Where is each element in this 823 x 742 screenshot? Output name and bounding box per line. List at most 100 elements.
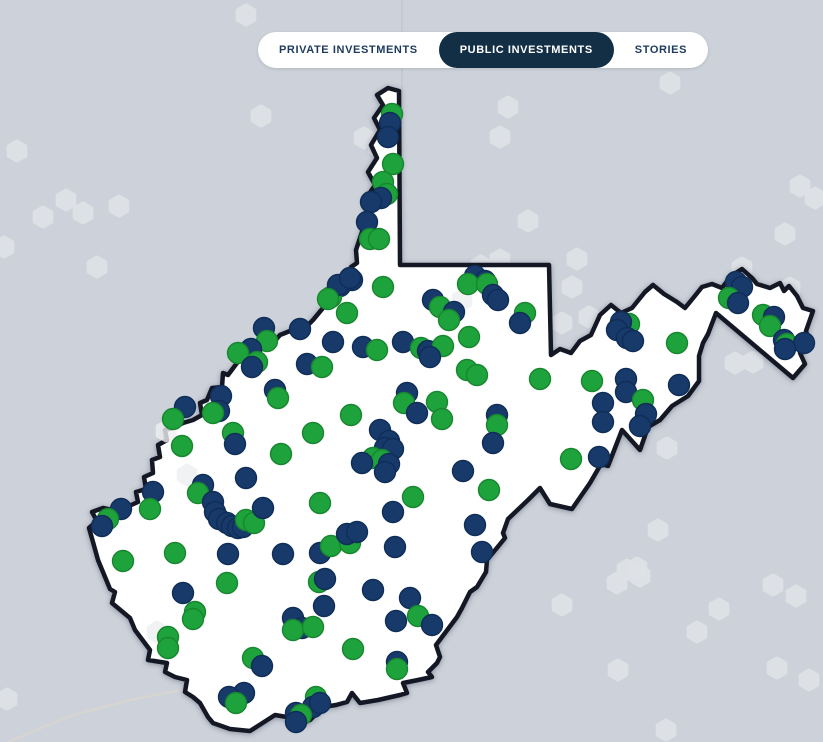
public-investment-dot-navy[interactable]	[381, 500, 405, 524]
public-investment-dot-navy[interactable]	[321, 330, 345, 354]
public-investment-dot-navy[interactable]	[223, 432, 247, 456]
public-investment-dot-navy[interactable]	[359, 190, 383, 214]
background-hexagon	[607, 658, 629, 682]
public-investment-dot-green[interactable]	[371, 275, 395, 299]
public-investment-dot-navy[interactable]	[628, 414, 652, 438]
public-investment-dot-navy[interactable]	[621, 329, 645, 353]
public-investment-dot-navy[interactable]	[308, 691, 332, 715]
background-hexagon	[578, 305, 600, 329]
public-investment-dot-navy[interactable]	[418, 345, 442, 369]
public-investment-dot-navy[interactable]	[508, 311, 532, 335]
public-investment-dot-navy[interactable]	[591, 410, 615, 434]
public-investment-dot-navy[interactable]	[234, 466, 258, 490]
public-investment-dot-green[interactable]	[301, 421, 325, 445]
public-investment-dot-green[interactable]	[161, 407, 185, 431]
public-investment-dot-green[interactable]	[401, 485, 425, 509]
background-hexagon	[742, 350, 764, 374]
background-hexagon	[647, 518, 669, 542]
tab-private-investments[interactable]: PRIVATE INVESTMENTS	[258, 32, 439, 68]
public-investment-dot-green[interactable]	[266, 386, 290, 410]
public-investment-dot-navy[interactable]	[216, 542, 240, 566]
public-investment-dot-green[interactable]	[215, 571, 239, 595]
background-hexagon	[561, 275, 583, 299]
background-hexagon	[32, 205, 54, 229]
public-investment-dot-navy[interactable]	[338, 266, 362, 290]
public-investment-dot-navy[interactable]	[373, 460, 397, 484]
public-investment-dot-navy[interactable]	[481, 431, 505, 455]
public-investment-dot-green[interactable]	[758, 314, 782, 338]
public-investment-dot-green[interactable]	[226, 341, 250, 365]
background-hexagon	[774, 222, 796, 246]
public-investment-dot-navy[interactable]	[384, 609, 408, 633]
public-investment-dot-navy[interactable]	[350, 451, 374, 475]
public-investment-dot-green[interactable]	[111, 549, 135, 573]
public-investment-dot-navy[interactable]	[463, 513, 487, 537]
public-investment-dot-navy[interactable]	[486, 288, 510, 312]
public-investment-dot-green[interactable]	[477, 478, 501, 502]
public-investment-dot-navy[interactable]	[792, 331, 816, 355]
public-investment-dot-green[interactable]	[465, 363, 489, 387]
public-investment-dot-green[interactable]	[316, 287, 340, 311]
public-investment-dot-navy[interactable]	[667, 373, 691, 397]
public-investment-dot-navy[interactable]	[451, 459, 475, 483]
public-investment-dot-navy[interactable]	[726, 291, 750, 315]
public-investment-dot-green[interactable]	[580, 369, 604, 393]
public-investment-dot-navy[interactable]	[420, 613, 444, 637]
public-investment-dot-green[interactable]	[224, 691, 248, 715]
public-investment-dot-navy[interactable]	[240, 355, 264, 379]
background-hexagon	[497, 95, 519, 119]
background-hexagon	[724, 351, 746, 375]
public-investment-dot-green[interactable]	[430, 407, 454, 431]
public-investment-dot-navy[interactable]	[383, 535, 407, 559]
background-hexagon	[55, 188, 77, 212]
public-investment-dot-green[interactable]	[310, 355, 334, 379]
public-investment-dot-green[interactable]	[456, 272, 480, 296]
public-investment-dot-navy[interactable]	[271, 542, 295, 566]
public-investment-dot-navy[interactable]	[345, 520, 369, 544]
public-investment-dot-green[interactable]	[365, 338, 389, 362]
public-investment-dot-green[interactable]	[528, 367, 552, 391]
public-investment-dot-navy[interactable]	[312, 594, 336, 618]
public-investment-dot-green[interactable]	[339, 403, 363, 427]
public-investment-dot-green[interactable]	[559, 447, 583, 471]
public-investment-dot-navy[interactable]	[361, 578, 385, 602]
public-investment-dot-green[interactable]	[367, 227, 391, 251]
background-hexagon	[235, 3, 257, 27]
public-investment-dot-navy[interactable]	[288, 317, 312, 341]
basemap-line	[7, 688, 189, 742]
public-investment-dot-green[interactable]	[335, 301, 359, 325]
public-investment-dot-navy[interactable]	[251, 496, 275, 520]
tab-public-investments[interactable]: PUBLIC INVESTMENTS	[438, 32, 614, 68]
public-investment-dot-green[interactable]	[163, 541, 187, 565]
public-investment-dot-navy[interactable]	[405, 401, 429, 425]
public-investment-dot-navy[interactable]	[313, 567, 337, 591]
public-investment-dot-navy[interactable]	[284, 710, 308, 734]
public-investment-dot-navy[interactable]	[773, 337, 797, 361]
public-investment-dot-green[interactable]	[437, 308, 461, 332]
public-investment-dot-green[interactable]	[341, 637, 365, 661]
public-investment-dot-navy[interactable]	[250, 654, 274, 678]
tab-stories[interactable]: STORIES	[614, 32, 708, 68]
public-investment-dot-navy[interactable]	[587, 445, 611, 469]
public-investment-dot-green[interactable]	[281, 618, 305, 642]
public-investment-dot-green[interactable]	[201, 401, 225, 425]
public-investment-dot-green[interactable]	[181, 607, 205, 631]
public-investment-dot-green[interactable]	[138, 497, 162, 521]
public-investment-dot-green[interactable]	[381, 152, 405, 176]
public-investment-dot-green[interactable]	[457, 325, 481, 349]
public-investment-dot-navy[interactable]	[90, 514, 114, 538]
public-investment-dot-navy[interactable]	[470, 540, 494, 564]
public-investment-dot-navy[interactable]	[171, 581, 195, 605]
public-investment-dot-green[interactable]	[665, 331, 689, 355]
public-investment-dot-green[interactable]	[156, 636, 180, 660]
public-investment-dot-navy[interactable]	[591, 391, 615, 415]
public-investment-dot-green[interactable]	[308, 491, 332, 515]
public-investment-dot-green[interactable]	[269, 442, 293, 466]
background-hexagon	[629, 564, 651, 588]
public-investment-dot-navy[interactable]	[376, 125, 400, 149]
public-investment-dot-green[interactable]	[301, 615, 325, 639]
public-investment-dot-green[interactable]	[385, 657, 409, 681]
public-investment-dot-green[interactable]	[170, 434, 194, 458]
